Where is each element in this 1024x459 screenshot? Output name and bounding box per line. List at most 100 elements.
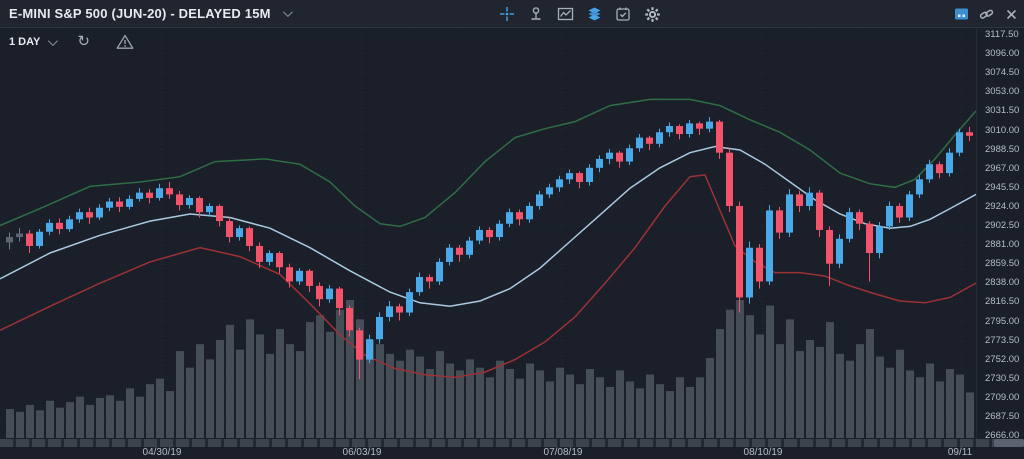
price-axis-label: 3053.00: [985, 86, 1020, 98]
price-axis-label: 2730.50: [985, 372, 1020, 384]
candle: [716, 121, 723, 153]
candle: [286, 267, 293, 282]
link-icon[interactable]: [977, 5, 995, 23]
candle: [916, 179, 923, 195]
candle: [736, 205, 743, 298]
price-axis-label: 2709.00: [985, 391, 1020, 403]
candle: [616, 152, 623, 162]
candle: [36, 231, 43, 246]
candle: [596, 158, 603, 168]
candle: [306, 270, 313, 286]
candle: [106, 201, 113, 208]
price-axis-label: 2988.50: [985, 143, 1020, 155]
price-axis-label: 3096.00: [985, 48, 1020, 60]
candle: [786, 194, 793, 233]
candle: [906, 194, 913, 218]
candle: [376, 316, 383, 340]
candle: [656, 132, 663, 144]
candle: [46, 222, 53, 232]
price-axis-label: 3074.50: [985, 67, 1020, 79]
refresh-icon[interactable]: ↻: [77, 33, 90, 50]
candle: [166, 188, 173, 195]
date-label: 09/11: [947, 447, 973, 458]
chart-type-icon[interactable]: [556, 5, 574, 23]
candle: [156, 188, 163, 198]
events-icon[interactable]: [614, 5, 632, 23]
candle: [146, 192, 153, 198]
candle: [226, 221, 233, 238]
date-label: 07/08/19: [543, 447, 583, 458]
interval-selector[interactable]: 1 DAY: [9, 36, 41, 48]
price-axis-label: 2838.00: [985, 277, 1020, 289]
candle: [806, 192, 813, 206]
candle: [176, 194, 183, 206]
candle: [326, 288, 333, 300]
price-chart[interactable]: [0, 28, 976, 440]
candle: [536, 194, 543, 206]
candle: [576, 173, 583, 182]
price-axis-label: 2924.00: [985, 200, 1020, 212]
close-icon[interactable]: [1002, 5, 1020, 23]
date-label: 04/30/19: [142, 447, 182, 458]
candle: [756, 247, 763, 282]
chart-header: E-MINI S&P 500 (JUN-20) - DELAYED 15M: [0, 0, 1024, 28]
price-axis-label: 2881.00: [985, 239, 1020, 251]
candle: [606, 152, 613, 159]
candle: [826, 229, 833, 264]
candle: [466, 240, 473, 255]
candle: [726, 152, 733, 206]
candle: [556, 179, 563, 188]
candle: [886, 205, 893, 227]
layers-icon[interactable]: [585, 5, 603, 23]
price-axis-label: 2752.00: [985, 353, 1020, 365]
candle: [446, 247, 453, 262]
candle: [196, 197, 203, 213]
price-axis-label: 2902.50: [985, 220, 1020, 231]
candle: [356, 330, 363, 360]
interval-chevron-down-icon[interactable]: [48, 35, 59, 46]
candle: [246, 228, 253, 246]
candle: [546, 187, 553, 195]
price-axis[interactable]: 3117.50 3096.00 3074.50 3053.00 3031.50 3010.…: [976, 28, 1024, 442]
candle: [566, 173, 573, 180]
crosshair-icon[interactable]: [498, 5, 516, 23]
window-controls: [952, 0, 1020, 28]
candle: [26, 233, 33, 246]
candle: [966, 132, 973, 136]
candle: [96, 207, 103, 218]
candle: [316, 285, 323, 300]
candle: [186, 197, 193, 206]
candle: [766, 210, 773, 282]
symbol-title: E-MINI S&P 500 (JUN-20) - DELAYED 15M: [9, 6, 271, 21]
price-axis-label: 2687.50: [985, 411, 1020, 422]
scrollbar-thumb[interactable]: [994, 439, 1024, 447]
candle: [506, 212, 513, 224]
symbol-chevron-down-icon[interactable]: [282, 7, 293, 18]
candle: [136, 192, 143, 199]
bollinger-upper-band: [0, 98, 976, 228]
candle: [476, 229, 483, 241]
candle: [386, 306, 393, 317]
candle: [956, 132, 963, 153]
candle: [516, 212, 523, 220]
candle: [436, 261, 443, 282]
price-axis-label: 3117.50: [985, 29, 1019, 40]
date-label: 08/10/19: [743, 447, 783, 458]
candle: [666, 126, 673, 133]
drawing-tools-icon[interactable]: [527, 5, 545, 23]
price-axis-label: 2666.00: [985, 430, 1020, 442]
candle: [66, 219, 73, 230]
price-axis-label: 3010.00: [985, 124, 1020, 136]
candle: [366, 339, 373, 360]
candle: [116, 201, 123, 207]
time-axis[interactable]: 04/30/19 06/03/19 07/08/19 08/10/19 09/11: [0, 447, 1024, 459]
price-axis-label: 2945.50: [985, 181, 1020, 193]
warning-icon[interactable]: [116, 33, 134, 51]
settings-gear-icon[interactable]: [643, 5, 661, 23]
panel-icon[interactable]: [952, 5, 970, 23]
candle: [86, 212, 93, 218]
candle: [16, 233, 23, 238]
candle: [926, 164, 933, 180]
chart-scrollbar[interactable]: [0, 439, 1024, 447]
candle: [816, 192, 823, 230]
